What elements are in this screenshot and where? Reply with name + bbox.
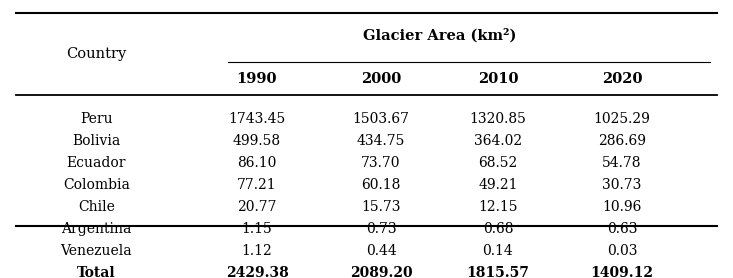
Text: 0.63: 0.63 xyxy=(607,222,637,236)
Text: 0.73: 0.73 xyxy=(366,222,397,236)
Text: 2020: 2020 xyxy=(602,72,642,86)
Text: 499.58: 499.58 xyxy=(233,134,281,148)
Text: 1.15: 1.15 xyxy=(242,222,273,236)
Text: 2089.20: 2089.20 xyxy=(350,266,413,278)
Text: 54.78: 54.78 xyxy=(603,156,642,170)
Text: 1815.57: 1815.57 xyxy=(466,266,529,278)
Text: 1409.12: 1409.12 xyxy=(591,266,654,278)
Text: 0.44: 0.44 xyxy=(366,244,397,258)
Text: 1990: 1990 xyxy=(237,72,277,86)
Text: 2000: 2000 xyxy=(361,72,401,86)
Text: 1503.67: 1503.67 xyxy=(353,111,410,126)
Text: 0.03: 0.03 xyxy=(607,244,637,258)
Text: 1743.45: 1743.45 xyxy=(229,111,286,126)
Text: Peru: Peru xyxy=(80,111,113,126)
Text: 2010: 2010 xyxy=(478,72,518,86)
Text: 73.70: 73.70 xyxy=(361,156,401,170)
Text: Country: Country xyxy=(66,47,127,61)
Text: 60.18: 60.18 xyxy=(361,178,401,192)
Text: 15.73: 15.73 xyxy=(361,200,401,214)
Text: 286.69: 286.69 xyxy=(598,134,646,148)
Text: Colombia: Colombia xyxy=(63,178,130,192)
Text: Argentina: Argentina xyxy=(61,222,131,236)
Text: 10.96: 10.96 xyxy=(603,200,642,214)
Text: Chile: Chile xyxy=(78,200,115,214)
Text: 0.14: 0.14 xyxy=(482,244,513,258)
Text: 1.12: 1.12 xyxy=(242,244,273,258)
Text: 364.02: 364.02 xyxy=(474,134,522,148)
Text: Venezuela: Venezuela xyxy=(61,244,132,258)
Text: 1320.85: 1320.85 xyxy=(470,111,526,126)
Text: 434.75: 434.75 xyxy=(357,134,405,148)
Text: Glacier Area (km²): Glacier Area (km²) xyxy=(363,28,516,43)
Text: 1025.29: 1025.29 xyxy=(594,111,650,126)
Text: Bolivia: Bolivia xyxy=(72,134,120,148)
Text: 0.68: 0.68 xyxy=(483,222,513,236)
Text: Ecuador: Ecuador xyxy=(67,156,126,170)
Text: 20.77: 20.77 xyxy=(237,200,277,214)
Text: 30.73: 30.73 xyxy=(603,178,642,192)
Text: 68.52: 68.52 xyxy=(479,156,517,170)
Text: 12.15: 12.15 xyxy=(478,200,517,214)
Text: 86.10: 86.10 xyxy=(237,156,276,170)
Text: 77.21: 77.21 xyxy=(237,178,277,192)
Text: 2429.38: 2429.38 xyxy=(226,266,288,278)
Text: Total: Total xyxy=(77,266,116,278)
Text: 49.21: 49.21 xyxy=(478,178,517,192)
